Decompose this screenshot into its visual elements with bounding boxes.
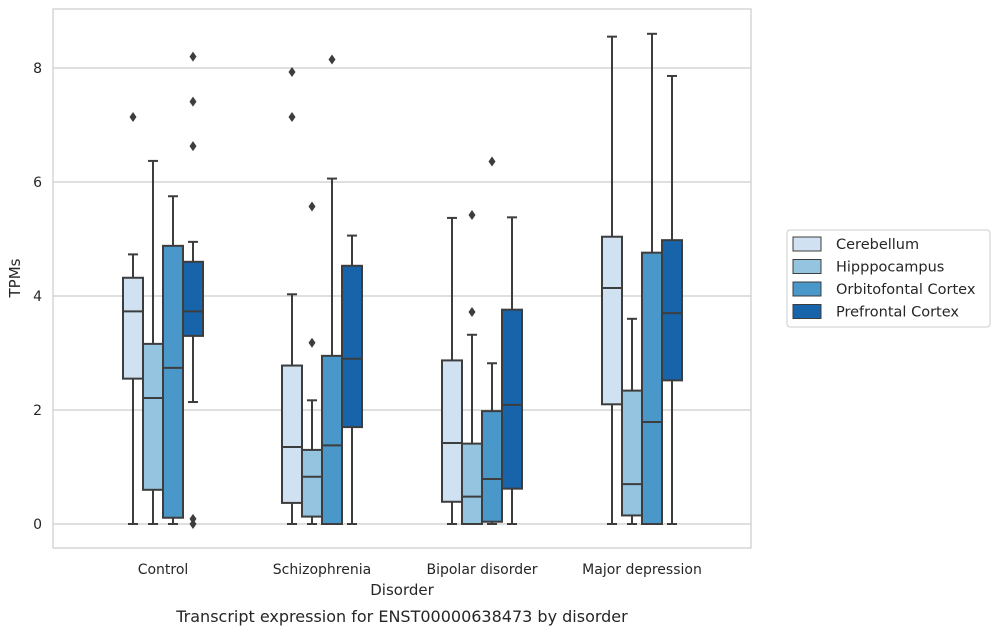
outlier-point [468, 210, 476, 221]
legend-label: Hipppocampus [836, 260, 944, 276]
legend-label: Cerebellum [836, 237, 919, 253]
box-group [301, 201, 323, 525]
box-group [142, 159, 164, 525]
box [162, 244, 184, 519]
figure-caption: Transcript expression for ENST0000063847… [175, 607, 628, 626]
box-group [281, 66, 303, 525]
box [182, 260, 204, 337]
box-group [481, 156, 503, 525]
outlier-point [189, 51, 197, 62]
x-tick-labels: Control Schizophrenia Bipolar disorder Majo… [138, 562, 702, 578]
outlier-point [189, 513, 197, 524]
outlier-point [328, 54, 336, 65]
outlier-point [288, 66, 296, 77]
legend-frame [786, 229, 991, 328]
outlier-point [468, 306, 476, 317]
box-group [321, 54, 343, 525]
box [641, 251, 663, 525]
y-axis-label: TPMs [6, 258, 24, 298]
box-group [182, 51, 204, 529]
box [661, 239, 683, 382]
box [601, 235, 623, 406]
box-group [621, 317, 643, 525]
y-tick-label: 0 [33, 517, 42, 533]
legend-swatch [792, 304, 822, 319]
x-axis-label: Disorder [370, 581, 434, 599]
box [461, 442, 483, 526]
box [441, 359, 463, 503]
box-group [341, 234, 363, 525]
box [621, 389, 643, 517]
outlier-point [189, 141, 197, 152]
box-group [601, 35, 623, 525]
box [301, 448, 323, 518]
outlier-point [308, 337, 316, 348]
x-tick-label: Control [138, 562, 189, 578]
box-group [661, 74, 683, 525]
box-series [122, 32, 683, 529]
x-tick-label: Major depression [582, 562, 702, 578]
outlier-point [189, 519, 197, 529]
box [281, 364, 303, 504]
box [481, 410, 503, 523]
outlier-point [189, 96, 197, 107]
legend: Cerebellum Hipppocampus Orbitofontal Corte… [786, 229, 991, 328]
outlier-point [488, 156, 496, 167]
box [341, 264, 363, 429]
box [142, 342, 164, 491]
outlier-point [288, 112, 296, 123]
legend-label: Prefrontal Cortex [836, 305, 959, 321]
box [501, 308, 523, 490]
outlier-point [308, 201, 316, 212]
legend-label: Orbitofontal Cortex [836, 282, 976, 298]
y-tick-label: 8 [33, 61, 42, 77]
box-group [441, 216, 463, 525]
box-group [461, 210, 483, 526]
box-group [501, 216, 523, 525]
x-tick-label: Schizophrenia [273, 562, 371, 578]
box [321, 354, 343, 525]
legend-swatch [792, 281, 822, 297]
y-tick-label: 6 [33, 175, 42, 191]
plot-frame [52, 8, 752, 549]
y-tick-label: 2 [33, 403, 42, 419]
legend-swatch [792, 236, 822, 252]
box [122, 276, 144, 380]
box-group [641, 32, 663, 525]
y-tick-labels: 0 2 4 6 8 [33, 61, 42, 533]
x-tick-label: Bipolar disorder [426, 562, 537, 578]
box-group [162, 195, 184, 525]
box-group [122, 112, 144, 525]
legend-swatch [792, 259, 822, 274]
outlier-point [129, 112, 137, 123]
y-tick-label: 4 [33, 289, 42, 305]
